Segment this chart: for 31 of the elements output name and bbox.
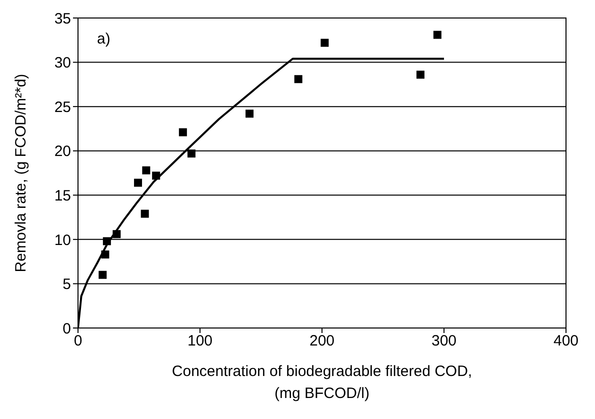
point	[98, 270, 107, 279]
point	[416, 70, 424, 79]
y-tick-label: 20	[54, 143, 71, 160]
x-tick-label: 300	[431, 332, 457, 350]
point	[433, 30, 442, 39]
y-axis-title: Removla rate, (g FCOD/m²*d)	[12, 74, 30, 272]
y-tick-label: 25	[54, 98, 71, 116]
point	[294, 75, 302, 84]
y-tick-label: 15	[54, 187, 71, 204]
x-tick-label: 0	[74, 332, 82, 350]
point	[142, 166, 150, 174]
point	[246, 110, 254, 118]
y-tick-label: 5	[62, 276, 71, 294]
x-axis-title: Concentration of biodegradable filtered COD, (mg BFCOD/l)	[172, 363, 472, 402]
point	[320, 38, 329, 47]
point	[134, 178, 142, 187]
point	[101, 250, 110, 258]
point	[152, 172, 160, 180]
y-tick-label: 10	[54, 232, 71, 249]
point	[140, 210, 149, 218]
point	[102, 237, 111, 246]
x-tick-label: 400	[553, 332, 579, 350]
x-tick-label: 100	[187, 332, 213, 350]
point	[187, 150, 196, 158]
annotation: a)	[97, 30, 110, 48]
y-tick-label: 30	[54, 54, 71, 72]
x-tick-label: 200	[309, 332, 335, 350]
point	[112, 230, 121, 238]
point	[178, 128, 187, 136]
y-tick-label: 35	[54, 10, 71, 28]
y-tick-label: 0	[62, 320, 71, 338]
